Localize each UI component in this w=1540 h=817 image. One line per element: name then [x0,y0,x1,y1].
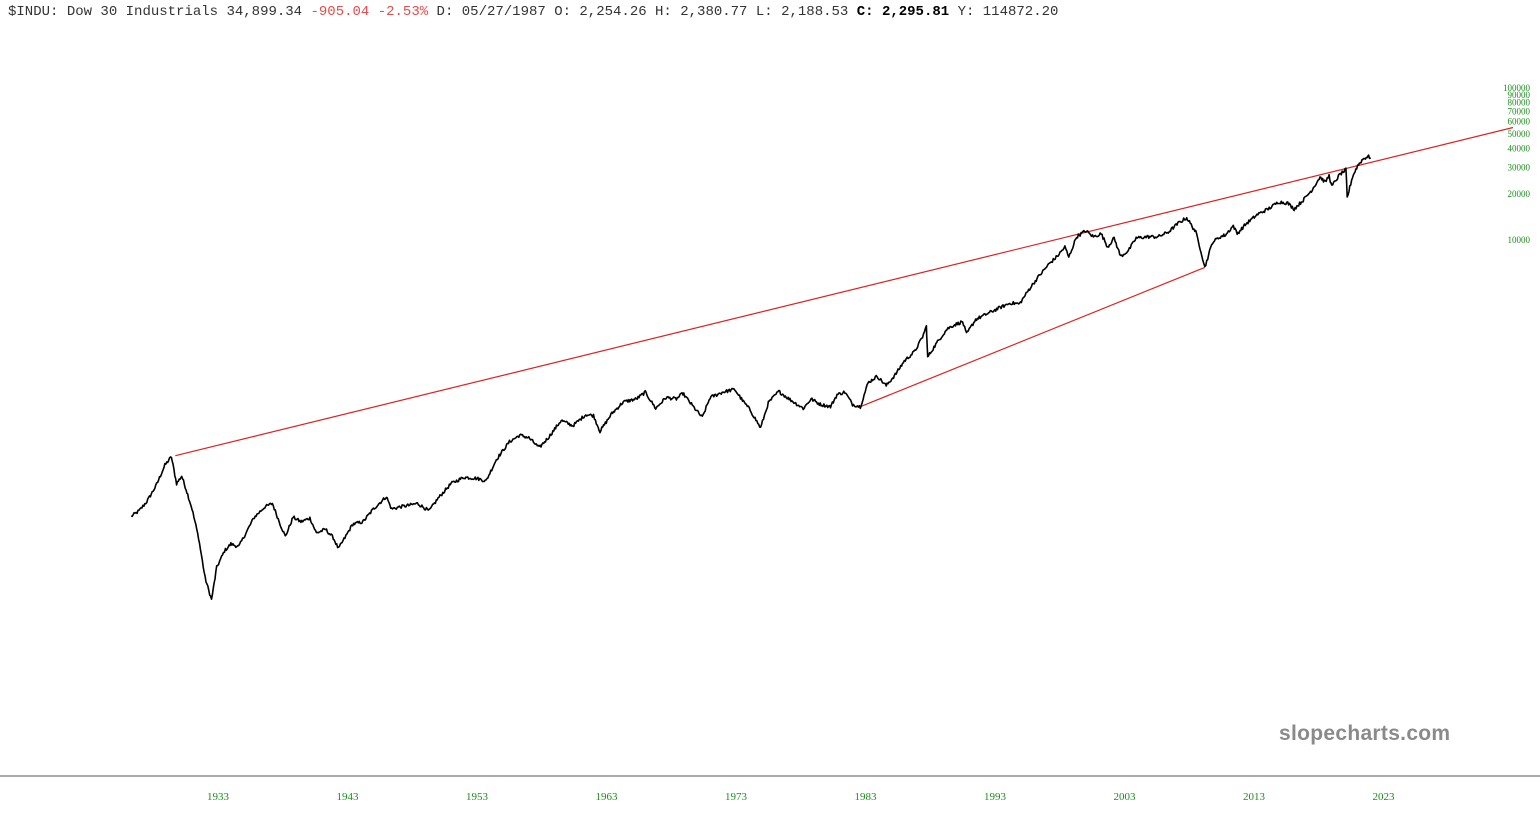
trendlines [175,126,1514,457]
x-tick-label: 1943 [337,791,360,803]
change-percent: -2.53% [377,4,429,20]
symbol: $INDU: [8,4,59,20]
x-tick-label: 1983 [855,791,878,803]
last-price: 34,899.34 [226,4,303,20]
y-tick-label: 10000 [1508,235,1531,245]
date-value: 05/27/1987 [461,4,546,20]
x-tick-label: 1933 [207,791,230,803]
high-value: 2,380.77 [680,4,748,20]
x-axis-ticks: 1933 1943 1953 1963 1973 1983 1993 2003 2013 2023 [207,791,1395,803]
date-label: D: [436,4,454,20]
open-label: O: [554,4,571,20]
volume-value: 114872.20 [982,4,1059,20]
open-value: 2,254.26 [579,4,647,20]
watermark: slopecharts.com [1279,722,1451,745]
y-tick-label: 60000 [1508,117,1531,127]
quote-header: $INDU: Dow 30 Industrials 34,899.34 -905… [8,4,1058,22]
y-tick-label: 100000 [1503,83,1531,93]
close-label: C: [856,4,874,20]
x-tick-label: 2003 [1114,791,1137,803]
x-tick-label: 1993 [984,791,1007,803]
close-value: 2,295.81 [881,4,950,20]
change-value: -905.04 [310,4,370,20]
x-tick-label: 1953 [466,791,489,803]
instrument-name: Dow 30 Industrials [66,4,219,20]
y-tick-label: 40000 [1508,143,1531,153]
high-label: H: [655,4,672,20]
lower-trendline[interactable] [860,266,1206,408]
y-tick-label: 20000 [1508,189,1531,199]
x-tick-label: 1963 [596,791,619,803]
x-tick-label: 2023 [1373,791,1396,803]
volume-label: Y: [957,4,975,20]
upper-trendline[interactable] [175,126,1514,457]
y-tick-label: 70000 [1508,107,1531,117]
y-tick-label: 80000 [1508,98,1531,108]
low-value: 2,188.53 [781,4,849,20]
x-tick-label: 1973 [725,791,748,803]
price-series [130,154,1372,600]
y-tick-label: 50000 [1508,129,1531,139]
y-tick-label: 30000 [1508,162,1531,172]
low-label: L: [755,4,773,20]
price-line [130,154,1372,600]
x-tick-label: 2013 [1243,791,1266,803]
y-tick-label: 90000 [1508,90,1531,100]
